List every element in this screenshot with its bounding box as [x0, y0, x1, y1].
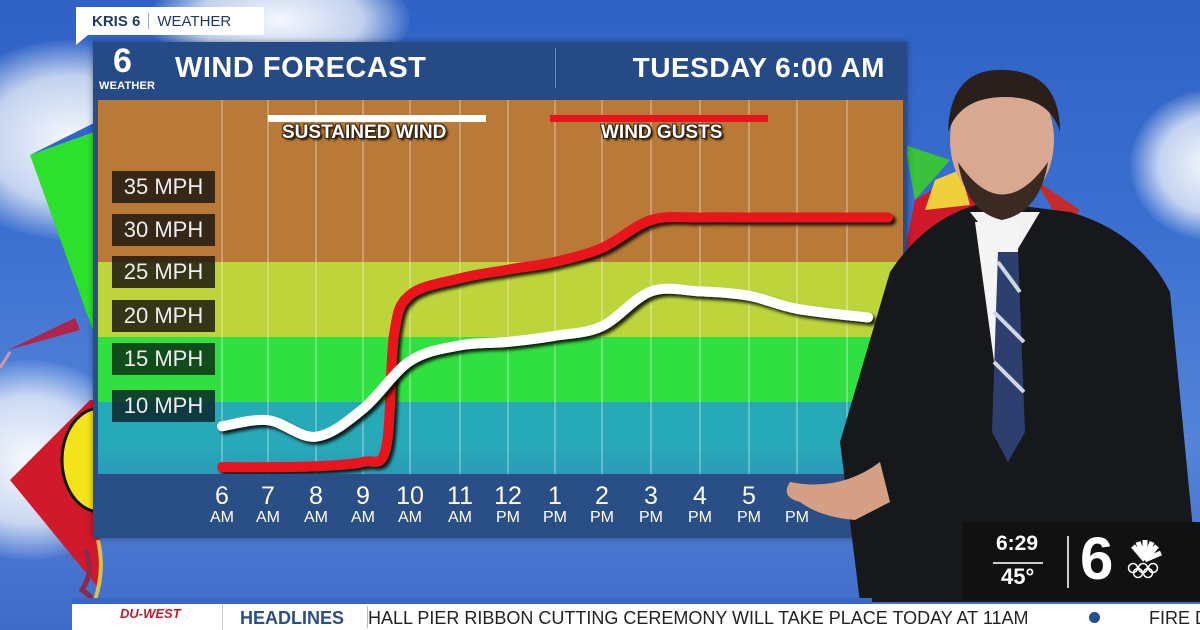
ticker-bullet-icon: [1089, 612, 1100, 623]
x-label-hour: 3: [644, 482, 658, 510]
x-label-ampm: PM: [496, 509, 520, 526]
x-label-hour: 10: [396, 482, 424, 510]
x-label-hour: 7: [261, 482, 275, 510]
x-label-ampm: PM: [543, 509, 567, 526]
bug-divider: [993, 562, 1043, 564]
current-time: 6:29: [996, 532, 1039, 555]
ticker-next-headline: FIRE D: [1149, 608, 1200, 628]
x-label-10: 10 AM: [396, 484, 424, 527]
x-label-2: 2 PM: [590, 484, 614, 527]
x-label-ampm: AM: [447, 509, 472, 526]
current-temperature: 45°: [1001, 564, 1035, 589]
x-label-ampm: PM: [639, 509, 663, 526]
y-label-10: 10 MPH: [112, 390, 215, 422]
legend-label-gusts: WIND GUSTS: [601, 122, 723, 143]
x-label-ampm: PM: [688, 509, 712, 526]
nbc6-logo-icon: 6: [113, 42, 132, 80]
y-label-35: 35 MPH: [112, 171, 215, 203]
ticker-heading: HEADLINES: [240, 608, 345, 628]
x-label-6: 6 AM: [210, 484, 234, 527]
x-label-hour: 2: [595, 482, 609, 510]
x-label-hour: 8: [309, 482, 323, 510]
x-label-ampm: PM: [590, 509, 614, 526]
bug-vertical-divider: [1067, 536, 1069, 588]
wind-chart: [217, 100, 893, 474]
station-name: KRIS 6: [92, 12, 141, 30]
x-label-3: 3 PM: [639, 484, 663, 527]
y-label-15: 15 MPH: [112, 343, 215, 375]
x-label-5: 5 PM: [737, 484, 761, 527]
ticker-top-strip: [72, 598, 872, 604]
sustained-wind-line: [217, 283, 873, 442]
legend-swatch-gusts: [550, 115, 768, 122]
channel-number: 6: [1080, 525, 1114, 592]
ticker-headline: HALL PIER RIBBON CUTTING CEREMONY WILL T…: [368, 608, 1029, 628]
nbc-peacock-olympic-rings-icon: [1127, 540, 1163, 579]
panel-header: 6 WEATHER WIND FORECAST TUESDAY 6:00 AM: [93, 42, 907, 100]
x-label-ampm: AM: [210, 509, 234, 526]
y-label-25: 25 MPH: [112, 256, 215, 288]
page-title: WIND FORECAST: [175, 52, 427, 84]
station-bug: 6:29 45° 6: [963, 522, 1200, 600]
news-ticker: DU-WEST HEADLINES HALL PIER RIBBON CUTTI…: [72, 604, 1200, 630]
x-label-hour: 5: [742, 482, 756, 510]
x-label-4: 4 PM: [688, 484, 712, 527]
kite-illustration: [0, 120, 120, 600]
x-label-1: 1 PM: [543, 484, 567, 527]
x-label-hour: 1: [548, 482, 562, 510]
x-label-12: 12 PM: [494, 484, 522, 527]
logo-label: WEATHER: [99, 80, 156, 92]
y-label-20: 20 MPH: [112, 300, 215, 332]
ticker-divider: [367, 606, 368, 628]
legend-label-sustained: SUSTAINED WIND: [282, 122, 447, 143]
band-brown: [98, 100, 903, 262]
x-label-ampm: AM: [304, 509, 328, 526]
wind-gusts-line: [217, 212, 893, 473]
x-label-9: 9 AM: [351, 484, 375, 527]
x-label-ampm: AM: [256, 509, 280, 526]
x-label-7: 7 AM: [256, 484, 280, 527]
x-label-hour: 4: [693, 482, 707, 510]
x-label-ampm: PM: [785, 509, 809, 526]
x-label-ampm: AM: [351, 509, 375, 526]
tag-divider: [148, 13, 150, 29]
x-label-hour: 9: [356, 482, 370, 510]
tag-notch: [76, 35, 88, 45]
forecast-datetime: TUESDAY 6:00 AM: [632, 52, 885, 83]
vertical-gridlines: [221, 100, 848, 474]
band-teal: [98, 402, 903, 474]
chart-plot-area: SUSTAINED WIND WIND GUSTS 35 MPH 30 MPH …: [98, 100, 903, 474]
x-label-hour: 11: [447, 482, 473, 510]
x-label-6pm: PM: [785, 484, 809, 527]
wind-forecast-panel: 6 WEATHER WIND FORECAST TUESDAY 6:00 AM …: [93, 42, 907, 538]
header-divider: [555, 48, 556, 88]
x-label-11: 11 AM: [447, 484, 473, 527]
section-name: WEATHER: [157, 12, 232, 30]
x-axis-labels: 6 AM 7 AM 8 AM 9 AM 10 AM 11 AM 12 PM 1 PM 2 PM 3 PM 4 PM 5 PM …: [93, 484, 907, 534]
x-label-8: 8 AM: [304, 484, 328, 527]
x-label-ampm: PM: [737, 509, 761, 526]
band-green: [98, 337, 903, 402]
y-label-30: 30 MPH: [112, 214, 215, 246]
sponsor-logo: DU-WEST: [72, 604, 223, 630]
presenter: [786, 69, 1200, 602]
station-tag: KRIS 6 WEATHER: [76, 7, 264, 35]
legend-swatch-sustained: [268, 115, 486, 122]
sponsor-name: DU-WEST: [120, 606, 181, 621]
x-label-hour: 6: [215, 482, 229, 510]
x-label-hour: 12: [494, 482, 522, 510]
x-label-ampm: AM: [398, 509, 422, 526]
